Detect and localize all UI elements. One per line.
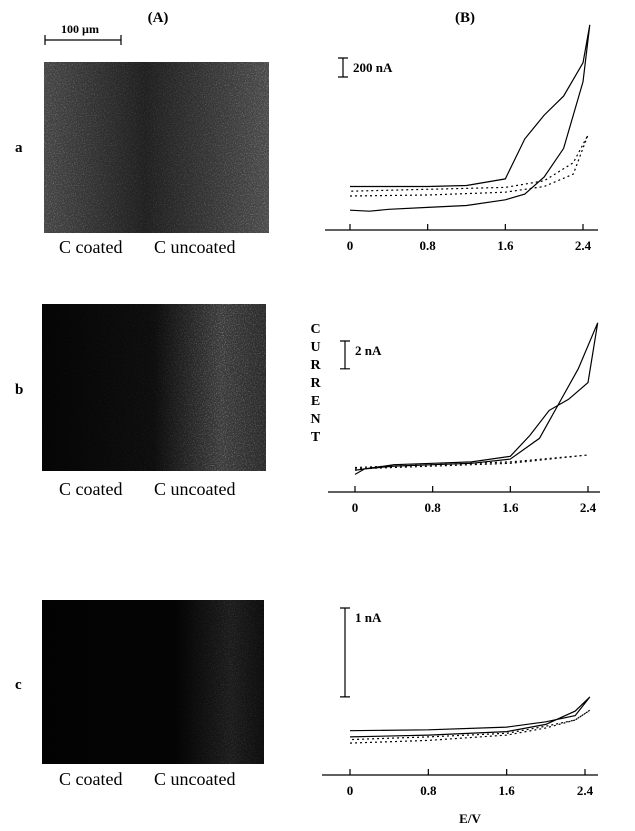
x-tick-label: 1.6 <box>497 238 514 253</box>
current-scale-bar <box>340 340 350 370</box>
y-axis-label: CURRENT <box>308 322 323 448</box>
panel-label: (A) <box>148 10 169 26</box>
x-tick-label: 1.6 <box>502 500 519 515</box>
x-tick-label: 0.8 <box>420 238 437 253</box>
scale-bar-label: 1 nA <box>355 610 382 625</box>
scale-bar-label: 100 µm <box>61 22 99 36</box>
x-axis-label: E/V <box>459 811 481 826</box>
row-label: c <box>15 677 22 693</box>
scale-bar-label: 2 nA <box>355 343 382 358</box>
x-tick-label: 1.6 <box>499 783 516 798</box>
micrograph <box>42 600 264 764</box>
row-label: b <box>15 382 23 398</box>
caption: C uncoated <box>154 479 235 499</box>
x-tick-label: 0 <box>347 238 354 253</box>
cv-curve <box>349 709 591 744</box>
current-scale-bar <box>338 57 348 78</box>
caption: C coated <box>59 237 122 257</box>
scale-bar-label: 200 nA <box>353 60 393 75</box>
x-tick-label: 0 <box>347 783 354 798</box>
x-tick-label: 0.8 <box>420 783 437 798</box>
x-tick-label: 2.4 <box>575 238 592 253</box>
micrograph <box>44 62 269 233</box>
x-tick-label: 0.8 <box>425 500 442 515</box>
caption: C uncoated <box>154 769 235 789</box>
caption: C coated <box>59 479 122 499</box>
caption: C coated <box>59 769 122 789</box>
cv-curve <box>349 24 591 212</box>
current-scale-bar <box>340 607 350 698</box>
x-tick-label: 2.4 <box>580 500 597 515</box>
micrograph <box>42 304 266 471</box>
cv-curve <box>354 322 599 475</box>
x-tick-label: 2.4 <box>577 783 594 798</box>
panel-label: (B) <box>455 10 475 26</box>
caption: C uncoated <box>154 237 235 257</box>
cv-curve <box>349 696 591 738</box>
row-label: a <box>15 140 23 156</box>
x-tick-label: 0 <box>352 500 359 515</box>
micron-scale-bar <box>44 35 122 45</box>
